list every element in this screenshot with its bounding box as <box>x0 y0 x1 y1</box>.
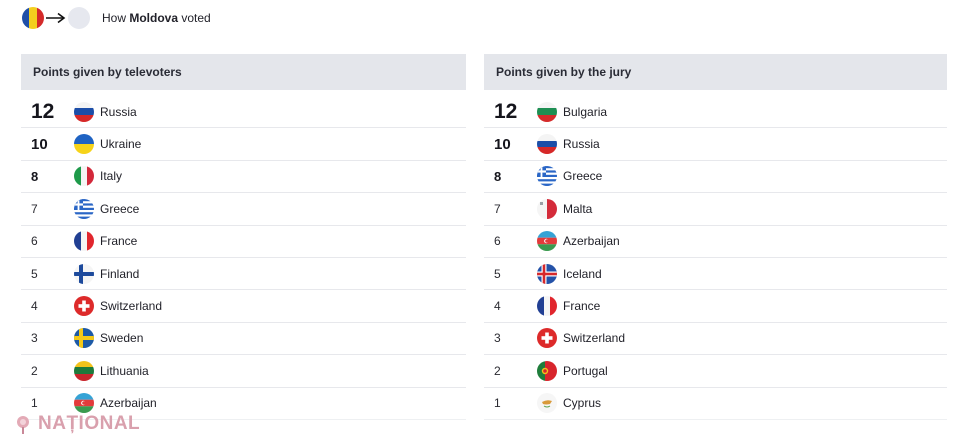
russia-flag-icon <box>74 101 94 122</box>
vote-row: 7 Malta <box>484 193 947 226</box>
points-value: 2 <box>494 363 501 378</box>
country-name: Portugal <box>563 363 608 378</box>
vote-row: 4 Switzerland <box>21 290 466 323</box>
portugal-flag-icon <box>537 360 557 381</box>
national-watermark: NAȚIONAL <box>12 413 140 435</box>
points-value: 2 <box>31 363 38 378</box>
country-name: Cyprus <box>563 396 602 411</box>
points-value: 4 <box>494 299 501 314</box>
finland-flag-icon <box>74 263 94 284</box>
country-name: Azerbaijan <box>100 396 157 411</box>
recipient-placeholder-icon <box>68 7 90 29</box>
header-title: How Moldova voted <box>102 11 211 25</box>
points-value: 5 <box>31 266 38 281</box>
azerbaijan-flag-icon <box>74 393 94 414</box>
sweden-flag-icon <box>74 328 94 349</box>
ukraine-flag-icon <box>74 134 94 155</box>
country-name: Ukraine <box>100 137 142 152</box>
country-name: Greece <box>100 201 140 216</box>
vote-row: 12 Russia <box>21 96 466 129</box>
russia-flag-icon <box>537 134 557 155</box>
vote-row: 12 Bulgaria <box>484 96 947 129</box>
country-name: Russia <box>100 104 137 119</box>
country-name: France <box>100 234 138 249</box>
greece-flag-icon <box>537 166 557 187</box>
televoters-list: 12 Russia 10 Ukraine 8 Italy 7 Greece 6 France 5 Fi… <box>21 96 466 420</box>
country-name: Sweden <box>100 331 144 346</box>
country-name: Lithuania <box>100 363 149 378</box>
vote-row: 5 Iceland <box>484 258 947 291</box>
vote-row: 3 Sweden <box>21 323 466 356</box>
greece-flag-icon <box>74 198 94 219</box>
azerbaijan-flag-icon <box>537 231 557 252</box>
televoters-title: Points given by televoters <box>21 54 466 90</box>
italy-flag-icon <box>74 166 94 187</box>
points-value: 6 <box>31 234 38 249</box>
points-value: 10 <box>494 135 511 153</box>
country-name: Italy <box>100 169 123 184</box>
moldova-flag-icon <box>22 7 44 29</box>
country-name: France <box>563 299 601 314</box>
jury-panel: Points given by the jury 12 Bulgaria 10 Rus… <box>484 54 947 420</box>
points-value: 10 <box>31 135 48 153</box>
arrow-right-icon <box>44 7 68 29</box>
points-value: 4 <box>31 299 38 314</box>
jury-list: 12 Bulgaria 10 Russia 8 Greece 7 Malta 6 Azerbaij… <box>484 96 947 420</box>
cyprus-flag-icon <box>537 393 557 414</box>
country-name: Greece <box>563 169 603 184</box>
points-value: 7 <box>31 201 38 216</box>
country-name: Malta <box>563 201 593 216</box>
points-value: 12 <box>31 99 55 123</box>
vote-row: 8 Italy <box>21 161 466 194</box>
points-value: 8 <box>31 168 39 184</box>
voting-header: How Moldova voted <box>22 6 211 30</box>
vote-row: 6 Azerbaijan <box>484 226 947 258</box>
vote-row: 10 Ukraine <box>21 128 466 161</box>
points-value: 8 <box>494 168 502 184</box>
switzerland-flag-icon <box>74 296 94 317</box>
country-name: Iceland <box>563 266 602 281</box>
country-name: Switzerland <box>563 331 626 346</box>
vote-row: 2 Lithuania <box>21 355 466 388</box>
lithuania-flag-icon <box>74 360 94 381</box>
france-flag-icon <box>537 296 557 317</box>
switzerland-flag-icon <box>537 328 557 349</box>
points-value: 1 <box>31 396 38 411</box>
watermark-text: NAȚIONAL <box>38 413 141 434</box>
points-value: 7 <box>494 201 501 216</box>
bulgaria-flag-icon <box>537 101 557 122</box>
iceland-flag-icon <box>537 263 557 284</box>
malta-flag-icon <box>537 198 557 219</box>
france-flag-icon <box>74 231 94 252</box>
televoters-panel: Points given by televoters 12 Russia 10 Ukr… <box>21 54 466 420</box>
points-value: 5 <box>494 266 501 281</box>
vote-row: 6 France <box>21 226 466 258</box>
country-name: Finland <box>100 266 140 281</box>
country-name: Azerbaijan <box>563 234 620 249</box>
vote-row: 5 Finland <box>21 258 466 291</box>
vote-row: 10 Russia <box>484 128 947 161</box>
points-value: 3 <box>31 331 38 346</box>
vote-row: 1 Azerbaijan <box>21 388 466 420</box>
rose-logo-icon <box>17 416 29 434</box>
jury-title: Points given by the jury <box>484 54 947 90</box>
points-value: 3 <box>494 331 501 346</box>
points-value: 12 <box>494 99 518 123</box>
vote-row: 1 Cyprus <box>484 388 947 420</box>
country-name: Switzerland <box>100 299 163 314</box>
vote-row: 4 France <box>484 290 947 323</box>
points-value: 6 <box>494 234 501 249</box>
vote-row: 3 Switzerland <box>484 323 947 356</box>
points-value: 1 <box>494 396 501 411</box>
country-name: Bulgaria <box>563 104 608 119</box>
vote-row: 7 Greece <box>21 193 466 226</box>
vote-row: 2 Portugal <box>484 355 947 388</box>
country-name: Russia <box>563 137 600 152</box>
vote-row: 8 Greece <box>484 161 947 194</box>
